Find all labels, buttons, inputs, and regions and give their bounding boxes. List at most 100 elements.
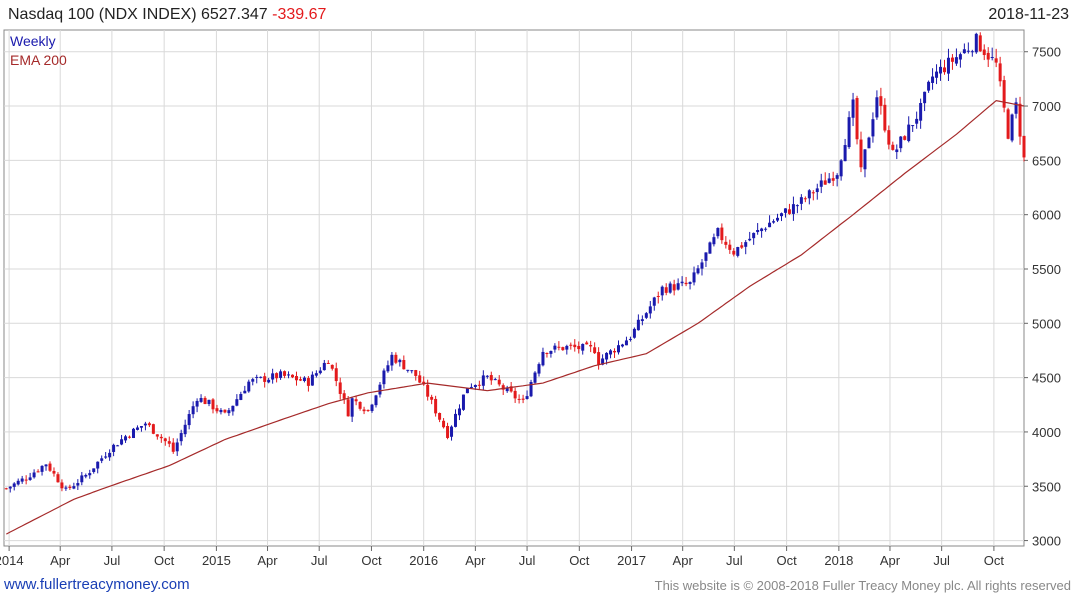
candle-body xyxy=(962,49,966,54)
candle-body xyxy=(386,365,390,372)
candle-body xyxy=(477,384,481,386)
candle-body xyxy=(744,242,748,247)
candle-body xyxy=(314,373,318,376)
candle-body xyxy=(223,409,227,413)
candle-body xyxy=(891,144,895,150)
candle-body xyxy=(135,427,139,430)
candle-body xyxy=(736,247,740,256)
x-tick-label: Apr xyxy=(465,553,486,568)
x-tick-label: Jul xyxy=(311,553,328,568)
candle-body xyxy=(748,238,752,241)
candle-body xyxy=(394,354,398,363)
ema-200-line xyxy=(6,99,1025,535)
candle-body xyxy=(569,344,573,346)
candle-body xyxy=(863,149,867,170)
candle-body xyxy=(167,441,171,444)
candle-body xyxy=(370,404,374,411)
candle-body xyxy=(807,190,811,199)
candle-body xyxy=(334,368,338,382)
candle-body xyxy=(215,408,219,412)
candle-body xyxy=(298,379,302,381)
candle-body xyxy=(839,160,843,177)
candle-body xyxy=(927,81,931,91)
x-tick-label: 2018 xyxy=(824,553,853,568)
candle-body xyxy=(310,374,314,386)
candle-body xyxy=(1010,114,1014,141)
candle-body xyxy=(950,57,954,62)
x-tick-label: Apr xyxy=(50,553,71,568)
candle-body xyxy=(986,52,990,60)
candle-body xyxy=(446,425,450,438)
candle-body xyxy=(143,423,147,426)
candle-body xyxy=(923,91,927,104)
candle-body xyxy=(80,475,84,483)
candle-body xyxy=(776,217,780,221)
candle-body xyxy=(791,204,795,214)
candle-body xyxy=(251,379,255,382)
candle-body xyxy=(473,384,477,388)
candle-body xyxy=(684,282,688,285)
y-tick-label: 7500 xyxy=(1032,45,1061,60)
site-link[interactable]: www.fullertreacymoney.com xyxy=(4,576,190,593)
candle-body xyxy=(652,297,656,306)
candle-body xyxy=(64,487,68,489)
candle-body xyxy=(450,426,454,437)
y-tick-label: 3000 xyxy=(1032,534,1061,549)
candle-body xyxy=(12,483,16,487)
candle-body xyxy=(155,434,159,437)
candle-body xyxy=(803,198,807,200)
x-tick-label: Oct xyxy=(569,553,590,568)
candle-body xyxy=(159,436,163,439)
candle-body xyxy=(402,360,406,370)
candle-body xyxy=(545,352,549,354)
x-tick-label: Apr xyxy=(673,553,694,568)
candle-body xyxy=(831,178,835,181)
candles xyxy=(4,32,1026,493)
candle-body xyxy=(541,351,545,366)
candle-body xyxy=(151,424,155,434)
x-tick-label: Oct xyxy=(154,553,175,568)
candle-body xyxy=(843,145,847,162)
candle-body xyxy=(203,397,207,405)
candle-body xyxy=(100,458,104,461)
candle-body xyxy=(92,468,96,472)
candle-body xyxy=(191,406,195,415)
candle-body xyxy=(557,346,561,348)
candle-body xyxy=(426,384,430,397)
candle-body xyxy=(84,475,88,477)
candle-body xyxy=(481,375,485,386)
candle-body xyxy=(613,350,617,353)
candle-body xyxy=(879,96,883,106)
candle-body xyxy=(895,149,899,153)
candle-body xyxy=(442,420,446,428)
candle-body xyxy=(529,382,533,397)
candle-body xyxy=(275,373,279,379)
candle-body xyxy=(374,395,378,406)
candle-body xyxy=(565,345,569,350)
x-tick-label: Oct xyxy=(361,553,382,568)
candle-body xyxy=(624,340,628,346)
candle-body xyxy=(346,399,350,417)
candle-body xyxy=(283,371,287,376)
candle-body xyxy=(636,319,640,331)
x-tick-label: Oct xyxy=(984,553,1005,568)
candle-body xyxy=(1006,109,1010,139)
candle-body xyxy=(847,117,851,148)
candle-body xyxy=(171,442,175,452)
candle-body xyxy=(632,328,636,338)
x-tick-label: 2015 xyxy=(202,553,231,568)
title-text: Nasdaq 100 (NDX INDEX) 6527.347 xyxy=(8,6,268,23)
candle-body xyxy=(819,180,823,187)
candle-body xyxy=(907,124,911,142)
candle-body xyxy=(708,242,712,254)
candle-body xyxy=(179,433,183,442)
candle-body xyxy=(1014,102,1018,114)
candle-body xyxy=(56,474,60,483)
candle-body xyxy=(521,398,525,400)
candle-body xyxy=(116,445,120,447)
candle-body xyxy=(935,71,939,78)
candle-body xyxy=(96,461,100,469)
candle-body xyxy=(823,180,827,185)
candle-body xyxy=(616,345,620,353)
candle-body xyxy=(513,390,517,399)
